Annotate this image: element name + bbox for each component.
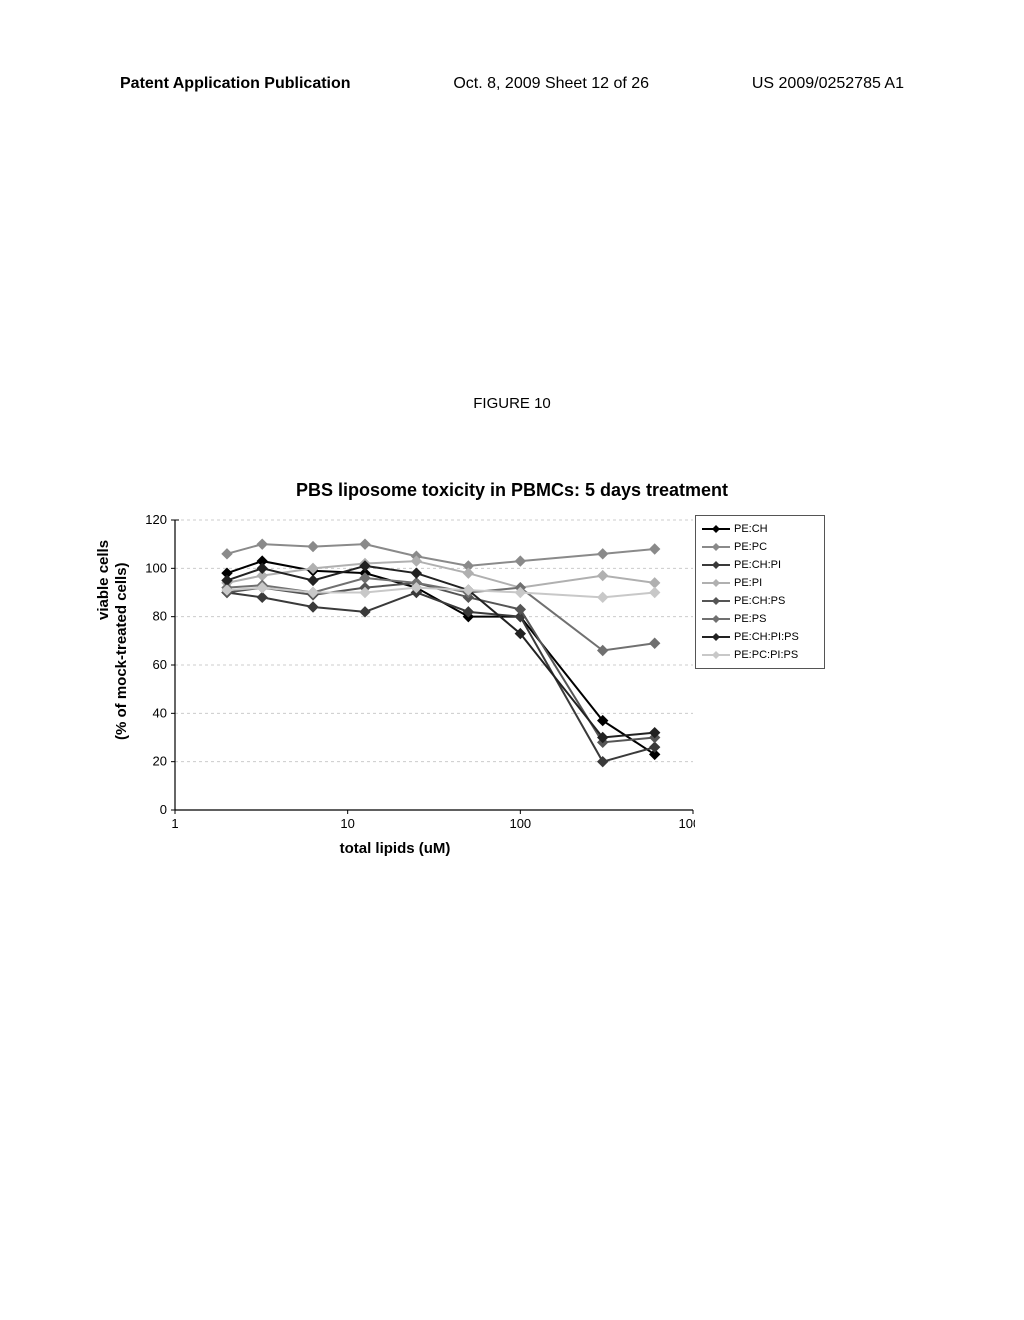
legend-item: PE:PC [702, 538, 818, 556]
legend-marker-icon [702, 540, 730, 554]
legend-item: PE:CH:PS [702, 592, 818, 610]
legend-item: PE:CH:PI [702, 556, 818, 574]
figure-number-label: FIGURE 10 [0, 395, 1024, 412]
svg-text:0: 0 [160, 802, 167, 817]
svg-text:60: 60 [153, 657, 167, 672]
chart-title: PBS liposome toxicity in PBMCs: 5 days t… [0, 480, 1024, 501]
legend-marker-icon [702, 648, 730, 662]
legend-item-label: PE:CH [734, 523, 768, 535]
legend-marker-icon [702, 576, 730, 590]
svg-text:10: 10 [340, 816, 354, 831]
svg-text:1000: 1000 [679, 816, 695, 831]
y-axis-label-line2: (% of mock-treated cells) [113, 562, 130, 740]
svg-text:120: 120 [145, 512, 167, 527]
svg-text:40: 40 [153, 705, 167, 720]
legend-marker-icon [702, 630, 730, 644]
legend-item: PE:PI [702, 574, 818, 592]
svg-text:80: 80 [153, 609, 167, 624]
legend-item: PE:CH:PI:PS [702, 628, 818, 646]
legend-item: PE:PS [702, 610, 818, 628]
legend-item-label: PE:CH:PS [734, 595, 785, 607]
legend-item-label: PE:PC [734, 541, 767, 553]
chart-plot-area: 0204060801001201101001000 [135, 510, 695, 850]
legend-item-label: PE:PS [734, 613, 766, 625]
legend-item: PE:CH [702, 520, 818, 538]
header-center: Oct. 8, 2009 Sheet 12 of 26 [453, 75, 649, 93]
svg-text:1: 1 [171, 816, 178, 831]
legend-marker-icon [702, 594, 730, 608]
x-axis-label: total lipids (uM) [135, 840, 655, 857]
legend-marker-icon [702, 612, 730, 626]
document-header: Patent Application Publication Oct. 8, 2… [0, 75, 1024, 93]
chart-legend: PE:CH PE:PC PE:CH:PI PE:PI PE:CH:PS PE:PS PE:C… [695, 515, 825, 669]
header-left: Patent Application Publication [120, 75, 351, 93]
legend-item-label: PE:CH:PI:PS [734, 631, 799, 643]
y-axis-label-line1: viable cells [95, 540, 112, 620]
legend-marker-icon [702, 558, 730, 572]
svg-text:100: 100 [145, 560, 167, 575]
legend-marker-icon [702, 522, 730, 536]
legend-item-label: PE:PI [734, 577, 762, 589]
svg-text:100: 100 [509, 816, 531, 831]
legend-item-label: PE:PC:PI:PS [734, 649, 798, 661]
legend-item-label: PE:CH:PI [734, 559, 781, 571]
header-right: US 2009/0252785 A1 [752, 75, 904, 93]
svg-text:20: 20 [153, 754, 167, 769]
legend-item: PE:PC:PI:PS [702, 646, 818, 664]
